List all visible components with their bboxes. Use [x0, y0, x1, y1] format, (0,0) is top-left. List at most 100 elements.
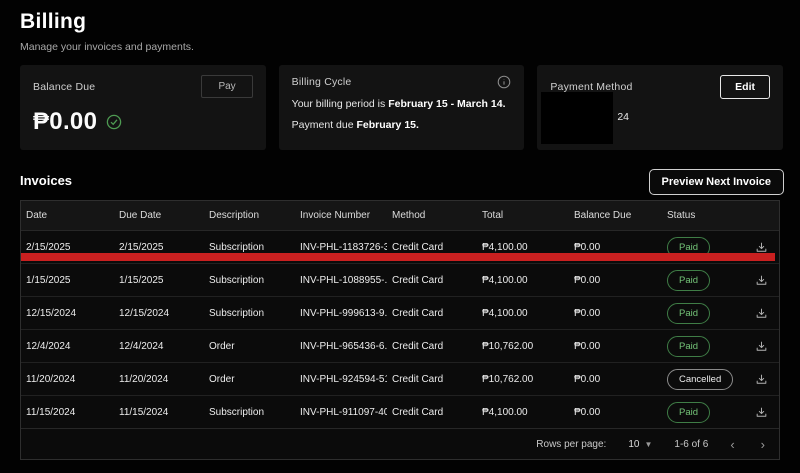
previous-page-button[interactable]: ‹: [730, 436, 735, 452]
next-page-button[interactable]: ›: [760, 436, 765, 452]
table-row[interactable]: 12/15/2024 12/15/2024 Subscription INV-P…: [21, 297, 779, 330]
cell-total: ₱4,100.00: [482, 241, 528, 253]
page-title: Billing: [20, 10, 87, 33]
redacted-card-info: [541, 92, 614, 144]
cell-method: Credit Card: [392, 406, 444, 418]
cell-method: Credit Card: [392, 274, 444, 286]
billing-period-text: Your billing period is February 15 - Mar…: [291, 98, 506, 110]
card-digits: 24: [617, 111, 630, 123]
table-row[interactable]: 11/15/2024 11/15/2024 Subscription INV-P…: [21, 396, 779, 429]
check-circle-icon: [106, 114, 122, 130]
cell-total: ₱4,100.00: [482, 406, 528, 418]
invoice-rows: 2/15/2025 2/15/2025 Subscription INV-PHL…: [21, 231, 779, 429]
cell-balance-due: ₱0.00: [574, 406, 601, 418]
download-invoice-icon[interactable]: [753, 239, 770, 256]
cell-description: Subscription: [209, 307, 265, 319]
status-badge: Paid: [667, 335, 711, 357]
download-invoice-icon[interactable]: [753, 404, 770, 421]
col-header-method: Method: [392, 210, 426, 221]
status-badge: Paid: [667, 401, 711, 423]
cell-description: Order: [209, 340, 235, 352]
cell-invoice-number: INV-PHL-965436-6...: [300, 340, 387, 352]
cell-method: Credit Card: [392, 241, 444, 253]
cell-due-date: 11/20/2024: [119, 373, 169, 385]
cell-status: Paid: [662, 401, 744, 423]
cell-total: ₱10,762.00: [482, 373, 534, 385]
cell-due-date: 11/15/2024: [119, 406, 169, 418]
status-badge: Paid: [667, 302, 711, 324]
cell-invoice-number: INV-PHL-1183726-3...: [300, 241, 387, 253]
balance-due-amount: ₱0.00: [33, 108, 98, 135]
pay-button[interactable]: Pay: [201, 75, 253, 98]
cell-description: Subscription: [209, 274, 265, 286]
cell-description: Subscription: [209, 241, 265, 253]
billing-cycle-card: Billing Cycle Your billing period is Feb…: [278, 65, 525, 150]
download-invoice-icon[interactable]: [753, 371, 770, 388]
cell-description: Order: [209, 373, 235, 385]
col-header-total: Total: [482, 210, 504, 221]
cell-date: 1/15/2025: [26, 274, 71, 286]
cell-status: Paid: [662, 302, 744, 324]
rows-per-page-label: Rows per page:: [536, 438, 607, 450]
cell-description: Subscription: [209, 406, 265, 418]
col-header-date: Date: [26, 210, 48, 221]
page-range-label: 1-6 of 6: [674, 438, 709, 450]
table-row[interactable]: 2/15/2025 2/15/2025 Subscription INV-PHL…: [21, 231, 779, 264]
col-header-balance-due: Balance Due: [574, 210, 632, 221]
cell-download: [744, 272, 779, 289]
edit-payment-button[interactable]: Edit: [720, 75, 771, 99]
invoices-table: Date Due Date Description Invoice Number…: [20, 200, 780, 460]
cell-total: ₱4,100.00: [482, 274, 528, 286]
cell-method: Credit Card: [392, 340, 444, 352]
cell-method: Credit Card: [392, 307, 444, 319]
cell-due-date: 12/15/2024: [119, 307, 170, 319]
red-underline-annotation: [21, 253, 775, 261]
cell-status: Paid: [662, 269, 744, 291]
cell-download: [744, 338, 779, 355]
cell-date: 11/15/2024: [26, 406, 76, 418]
preview-next-invoice-button[interactable]: Preview Next Invoice: [648, 169, 784, 195]
cell-date: 12/4/2024: [26, 340, 71, 352]
cell-due-date: 2/15/2025: [119, 241, 164, 253]
payment-due-text: Payment due February 15.: [291, 119, 419, 131]
billing-cycle-label: Billing Cycle: [291, 76, 352, 88]
cell-download: [744, 371, 779, 388]
status-badge: Cancelled: [667, 368, 734, 390]
cell-method: Credit Card: [392, 373, 444, 385]
cell-date: 12/15/2024: [26, 307, 77, 319]
cell-balance-due: ₱0.00: [574, 307, 601, 319]
table-row[interactable]: 12/4/2024 12/4/2024 Order INV-PHL-965436…: [21, 330, 779, 363]
chevron-down-icon: ▼: [644, 439, 653, 449]
cell-date: 2/15/2025: [26, 241, 71, 253]
page-subtitle: Manage your invoices and payments.: [20, 41, 194, 53]
cell-total: ₱4,100.00: [482, 307, 528, 319]
download-invoice-icon[interactable]: [753, 305, 770, 322]
cell-invoice-number: INV-PHL-1088955-...: [300, 274, 387, 286]
status-badge: Paid: [667, 269, 711, 291]
cell-balance-due: ₱0.00: [574, 241, 601, 253]
cell-balance-due: ₱0.00: [574, 340, 601, 352]
cell-download: [744, 239, 779, 256]
col-header-invoice-number: Invoice Number: [300, 210, 371, 221]
cell-due-date: 12/4/2024: [119, 340, 164, 352]
cell-date: 11/20/2024: [26, 373, 76, 385]
col-header-description: Description: [209, 210, 260, 221]
summary-cards: Balance Due Pay ₱0.00 Billing Cycle: [20, 65, 784, 150]
cell-download: [744, 404, 779, 421]
cell-balance-due: ₱0.00: [574, 373, 601, 385]
info-icon[interactable]: [497, 75, 511, 89]
col-header-status: Status: [667, 210, 696, 221]
download-invoice-icon[interactable]: [753, 338, 770, 355]
cell-total: ₱10,762.00: [482, 340, 534, 352]
cell-invoice-number: INV-PHL-924594-51...: [300, 373, 387, 385]
cell-balance-due: ₱0.00: [574, 274, 601, 286]
col-header-due-date: Due Date: [119, 210, 162, 221]
table-header-row: Date Due Date Description Invoice Number…: [21, 201, 779, 231]
download-invoice-icon[interactable]: [753, 272, 770, 289]
table-row[interactable]: 1/15/2025 1/15/2025 Subscription INV-PHL…: [21, 264, 779, 297]
rows-per-page-select[interactable]: 10 ▼: [628, 438, 653, 450]
cell-download: [744, 305, 779, 322]
table-row[interactable]: 11/20/2024 11/20/2024 Order INV-PHL-9245…: [21, 363, 779, 396]
table-footer: Rows per page: 10 ▼ 1-6 of 6 ‹ ›: [21, 429, 779, 459]
